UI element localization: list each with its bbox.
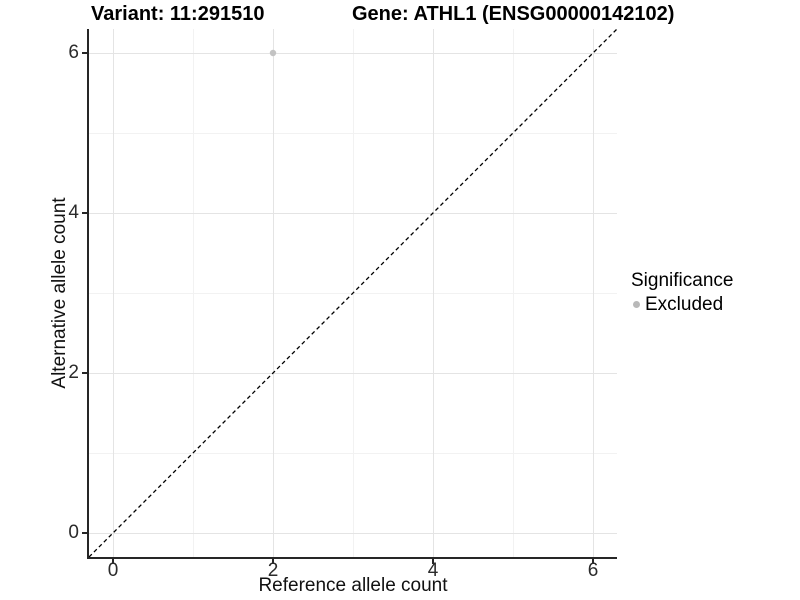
major-gridline-horizontal (89, 213, 617, 214)
major-gridline-horizontal (89, 53, 617, 54)
y-axis-title: Alternative allele count (49, 197, 70, 389)
major-gridline-horizontal (89, 373, 617, 374)
x-axis-tick (112, 559, 114, 564)
x-tick-label: 6 (587, 560, 599, 581)
x-axis-line (87, 557, 617, 559)
y-tick-label: 2 (68, 362, 79, 383)
variant-title: Variant: 11:291510 (91, 3, 265, 25)
minor-gridline-vertical (513, 29, 514, 557)
major-gridline-vertical (433, 29, 434, 557)
y-axis-tick (82, 372, 87, 374)
x-tick-label: 4 (427, 560, 439, 581)
plot-panel: 0 2 4 6 0 2 4 6 (68, 28, 618, 581)
gene-title: Gene: ATHL1 (ENSG00000142102) (352, 3, 675, 25)
legend-title: Significance (631, 270, 734, 291)
x-axis-tick (272, 559, 274, 564)
x-axis-title: Reference allele count (258, 575, 448, 596)
x-tick-label: 0 (107, 560, 119, 581)
y-axis-tick (82, 212, 87, 214)
minor-gridline-horizontal (89, 133, 617, 134)
legend-entry-label: Excluded (645, 294, 724, 315)
x-axis-tick (432, 559, 434, 564)
legend-point-icon (633, 301, 640, 308)
y-tick-label: 6 (68, 42, 79, 63)
plot-area-svg (88, 28, 618, 558)
y-tick-label: 0 (68, 522, 79, 543)
y-axis-line (87, 29, 89, 559)
major-gridline-vertical (273, 29, 274, 557)
x-tick-label: 2 (267, 560, 279, 581)
y-axis-tick (82, 52, 87, 54)
y-axis-tick (82, 532, 87, 534)
legend-entry: Excluded (631, 293, 796, 316)
x-axis-tick (592, 559, 594, 564)
points-layer (269, 49, 277, 57)
major-gridline-horizontal (89, 533, 617, 534)
y-tick-label: 4 (68, 202, 79, 223)
legend: Significance Excluded (631, 269, 796, 316)
identity-line (88, 28, 618, 558)
major-gridline-vertical (593, 29, 594, 557)
data-point (269, 49, 277, 57)
major-gridline-vertical (113, 29, 114, 557)
